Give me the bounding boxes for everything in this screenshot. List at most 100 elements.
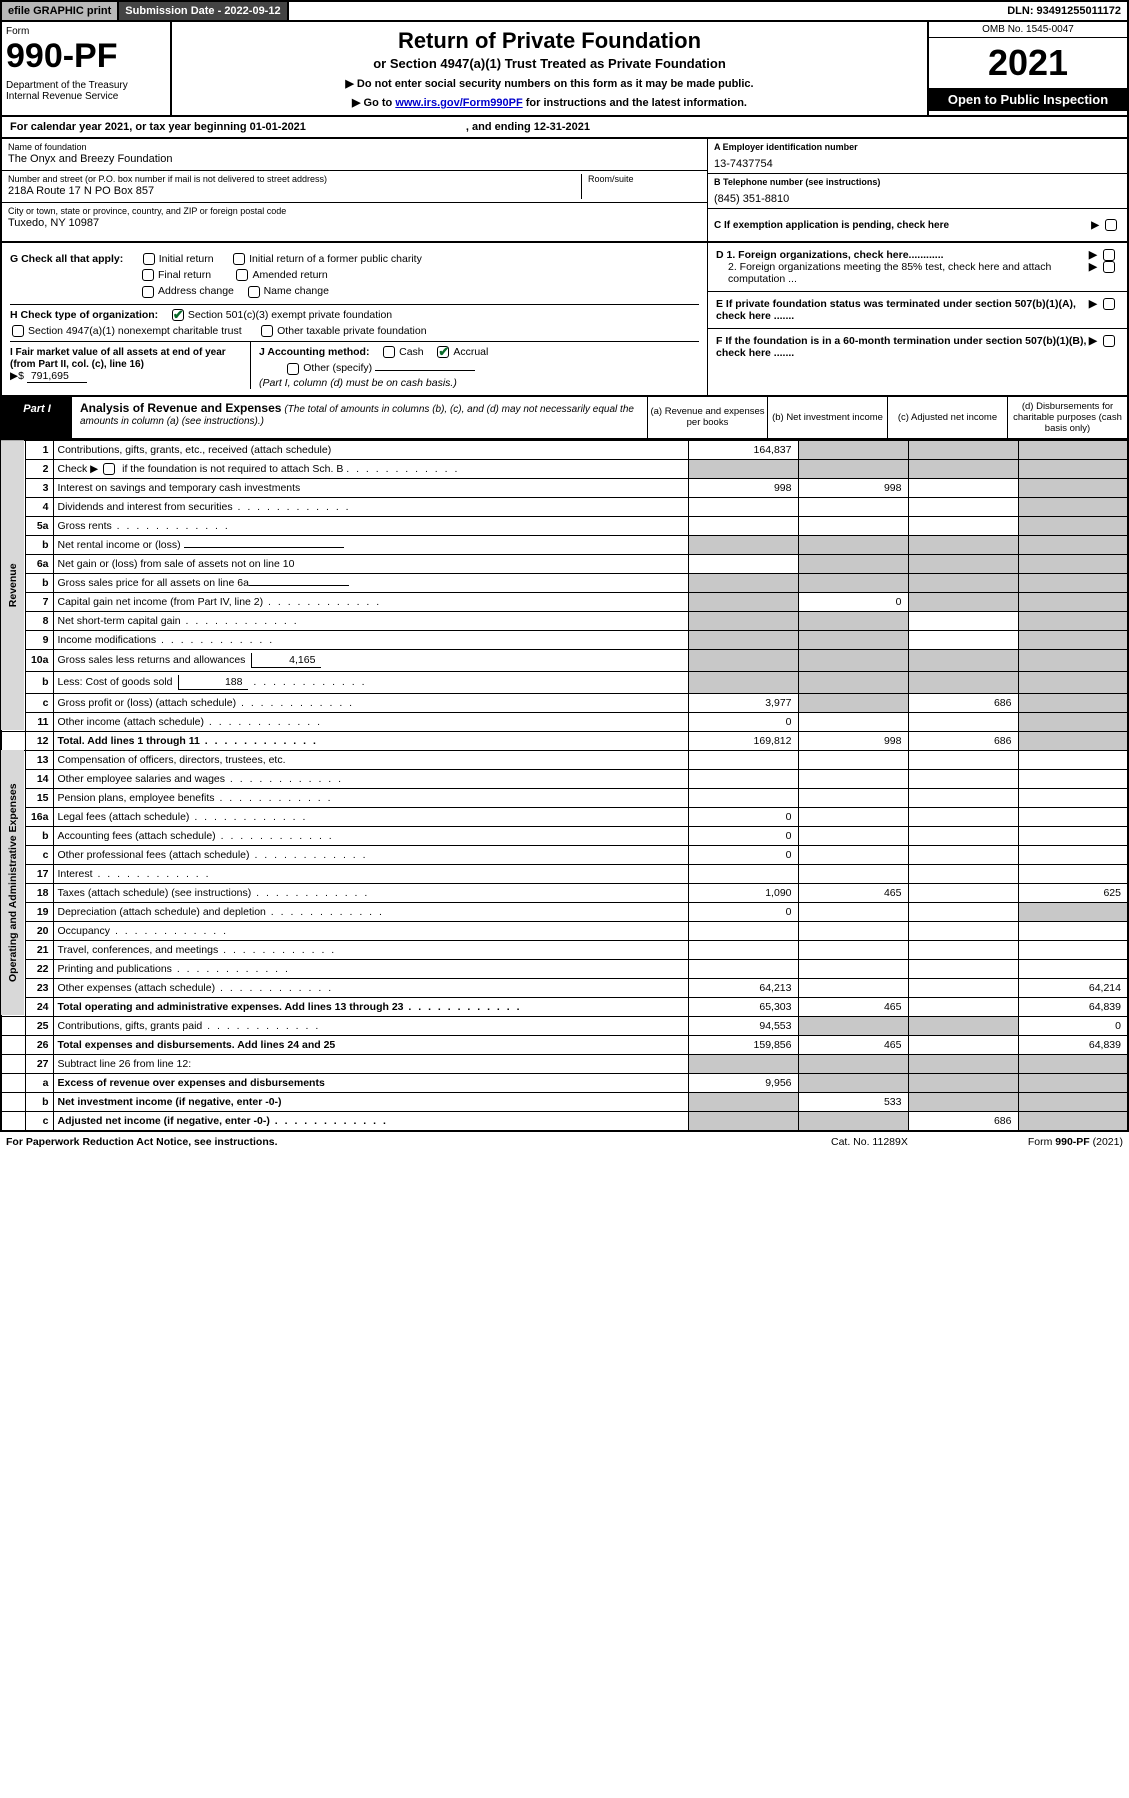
page-footer: For Paperwork Reduction Act Notice, see … xyxy=(0,1132,1129,1152)
form-title: Return of Private Foundation xyxy=(178,28,921,54)
chk-4947a1[interactable] xyxy=(12,325,24,337)
chk-d2[interactable] xyxy=(1103,261,1115,273)
line-5a-desc: Gross rents xyxy=(53,516,688,535)
line-10c-desc: Gross profit or (loss) (attach schedule) xyxy=(53,693,688,712)
line-27a-desc: Excess of revenue over expenses and disb… xyxy=(53,1073,688,1092)
line-27b-desc: Net investment income (if negative, ente… xyxy=(53,1092,688,1111)
foundation-city: Tuxedo, NY 10987 xyxy=(8,217,701,229)
part-1-header: Part I Analysis of Revenue and Expenses … xyxy=(0,397,1129,440)
open-inspection: Open to Public Inspection xyxy=(929,88,1127,111)
line-9-desc: Income modifications xyxy=(53,630,688,649)
line-19-desc: Depreciation (attach schedule) and deple… xyxy=(53,902,688,921)
box-h-label: H Check type of organization: xyxy=(10,309,158,321)
line-6b-desc: Gross sales price for all assets on line… xyxy=(53,573,688,592)
name-label: Name of foundation xyxy=(8,142,701,152)
line-10c-a: 3,977 xyxy=(688,693,798,712)
col-c-header: (c) Adjusted net income xyxy=(887,397,1007,438)
dept-line-2: Internal Revenue Service xyxy=(6,91,166,102)
arrow-icon: ▶ xyxy=(1091,220,1099,231)
line-2-desc: Check ▶ if the foundation is not require… xyxy=(53,459,688,478)
fmv-value: 791,695 xyxy=(27,370,87,383)
line-6a-desc: Net gain or (loss) from sale of assets n… xyxy=(53,554,688,573)
chk-f[interactable] xyxy=(1103,335,1115,347)
tel-label: B Telephone number (see instructions) xyxy=(714,177,1121,187)
chk-address-change[interactable] xyxy=(142,286,154,298)
tax-year: 2021 xyxy=(929,38,1127,88)
expenses-vlabel: Operating and Administrative Expenses xyxy=(1,750,25,1016)
box-d1: D 1. Foreign organizations, check here..… xyxy=(716,249,944,261)
line-5b-desc: Net rental income or (loss) xyxy=(53,535,688,554)
col-b-header: (b) Net investment income xyxy=(767,397,887,438)
line-15-desc: Pension plans, employee benefits xyxy=(53,788,688,807)
chk-e[interactable] xyxy=(1103,298,1115,310)
entity-block: Name of foundation The Onyx and Breezy F… xyxy=(0,139,1129,243)
line-25-desc: Contributions, gifts, grants paid xyxy=(53,1016,688,1035)
line-16c-desc: Other professional fees (attach schedule… xyxy=(53,845,688,864)
calendar-year-row: For calendar year 2021, or tax year begi… xyxy=(0,117,1129,139)
tel-value: (845) 351-8810 xyxy=(714,193,1121,205)
box-f: F If the foundation is in a 60-month ter… xyxy=(716,335,1089,359)
chk-initial-former[interactable] xyxy=(233,253,245,265)
foundation-address: 218A Route 17 N PO Box 857 xyxy=(8,185,581,197)
line-26-desc: Total expenses and disbursements. Add li… xyxy=(53,1035,688,1054)
line-12-desc: Total. Add lines 1 through 11 xyxy=(53,731,688,750)
line-24-desc: Total operating and administrative expen… xyxy=(53,997,688,1016)
line-21-desc: Travel, conferences, and meetings xyxy=(53,940,688,959)
line-1-desc: Contributions, gifts, grants, etc., rece… xyxy=(53,440,688,459)
line-18-desc: Taxes (attach schedule) (see instruction… xyxy=(53,883,688,902)
box-g-label: G Check all that apply: xyxy=(10,253,123,265)
form-subtitle-1: or Section 4947(a)(1) Trust Treated as P… xyxy=(178,56,921,71)
line-27c-desc: Adjusted net income (if negative, enter … xyxy=(53,1111,688,1131)
box-j-label: J Accounting method: xyxy=(259,346,369,358)
addr-label: Number and street (or P.O. box number if… xyxy=(8,174,581,184)
chk-final-return[interactable] xyxy=(142,269,154,281)
city-label: City or town, state or province, country… xyxy=(8,206,701,216)
chk-d1[interactable] xyxy=(1103,249,1115,261)
footer-mid: Cat. No. 11289X xyxy=(831,1136,908,1148)
box-c-checkbox[interactable] xyxy=(1105,219,1117,231)
check-section: G Check all that apply: Initial return I… xyxy=(0,243,1129,397)
line-13-desc: Compensation of officers, directors, tru… xyxy=(53,750,688,769)
box-c-label: C If exemption application is pending, c… xyxy=(714,220,949,231)
box-d2: 2. Foreign organizations meeting the 85%… xyxy=(716,261,1089,285)
ein-value: 13-7437754 xyxy=(714,158,1121,170)
line-3-a: 998 xyxy=(688,478,798,497)
line-10b-desc: Less: Cost of goods sold188 xyxy=(53,671,688,693)
footer-right: Form 990-PF (2021) xyxy=(1028,1136,1123,1148)
box-j-note: (Part I, column (d) must be on cash basi… xyxy=(259,377,699,389)
dept-line-1: Department of the Treasury xyxy=(6,80,166,91)
chk-cash[interactable] xyxy=(383,346,395,358)
efile-badge[interactable]: efile GRAPHIC print xyxy=(2,2,119,20)
chk-accrual[interactable] xyxy=(437,346,449,358)
footer-left: For Paperwork Reduction Act Notice, see … xyxy=(6,1136,278,1148)
dln-label: DLN: 93491255011172 xyxy=(1001,2,1127,20)
chk-amended[interactable] xyxy=(236,269,248,281)
chk-initial-return[interactable] xyxy=(143,253,155,265)
line-12-b: 998 xyxy=(798,731,908,750)
part-1-table: Revenue 1 Contributions, gifts, grants, … xyxy=(0,440,1129,1132)
ein-label: A Employer identification number xyxy=(714,142,1121,152)
chk-name-change[interactable] xyxy=(248,286,260,298)
line-11-a: 0 xyxy=(688,712,798,731)
chk-501c3[interactable] xyxy=(172,309,184,321)
line-12-c: 686 xyxy=(908,731,1018,750)
form-header: Form 990-PF Department of the Treasury I… xyxy=(0,22,1129,117)
form-subtitle-3: ▶ Go to www.irs.gov/Form990PF for instru… xyxy=(178,96,921,109)
form-link[interactable]: www.irs.gov/Form990PF xyxy=(395,97,522,109)
line-16a-desc: Legal fees (attach schedule) xyxy=(53,807,688,826)
submission-date: Submission Date - 2022-09-12 xyxy=(119,2,288,20)
col-a-header: (a) Revenue and expenses per books xyxy=(647,397,767,438)
omb-number: OMB No. 1545-0047 xyxy=(929,22,1127,38)
room-label: Room/suite xyxy=(588,174,701,184)
chk-sch-b[interactable] xyxy=(103,463,115,475)
col-d-header: (d) Disbursements for charitable purpose… xyxy=(1007,397,1127,438)
form-number: 990-PF xyxy=(6,37,166,76)
part-1-title: Analysis of Revenue and Expenses xyxy=(80,401,281,415)
line-16b-desc: Accounting fees (attach schedule) xyxy=(53,826,688,845)
line-22-desc: Printing and publications xyxy=(53,959,688,978)
line-11-desc: Other income (attach schedule) xyxy=(53,712,688,731)
chk-other-taxable[interactable] xyxy=(261,325,273,337)
line-7-desc: Capital gain net income (from Part IV, l… xyxy=(53,592,688,611)
chk-other-method[interactable] xyxy=(287,363,299,375)
box-i-label: I Fair market value of all assets at end… xyxy=(10,347,226,370)
